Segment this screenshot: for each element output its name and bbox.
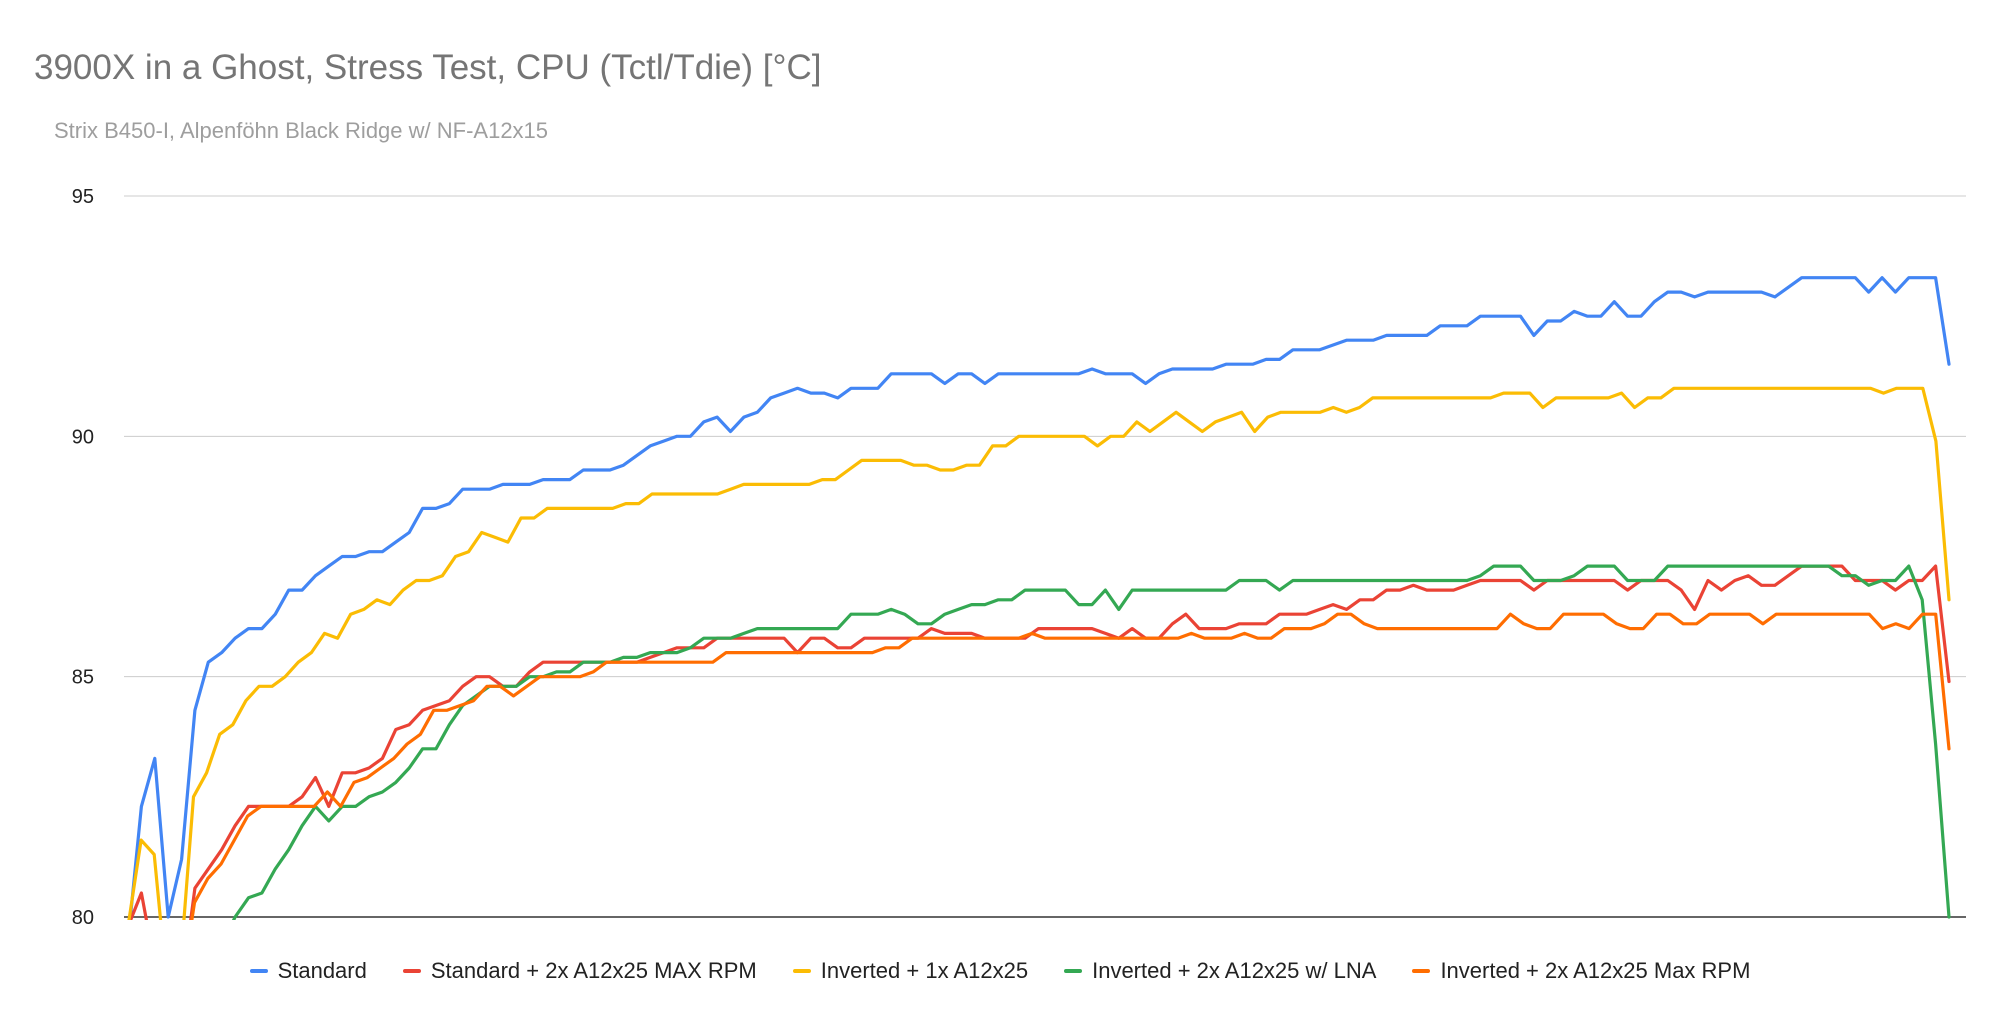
y-axis-ticks: 80 85 90 95: [72, 186, 94, 929]
y-tick-label: 90: [72, 426, 94, 448]
y-tick-label: 95: [72, 186, 94, 208]
series-line-1: [128, 564, 1951, 920]
chart-title: 3900X in a Ghost, Stress Test, CPU (Tctl…: [34, 48, 822, 87]
legend-swatch: [1412, 969, 1431, 973]
legend-item-3: Inverted + 2x A12x25 w/ LNA: [1064, 958, 1376, 984]
y-tick-label: 80: [72, 907, 94, 929]
legend-item-4: Inverted + 2x A12x25 Max RPM: [1412, 958, 1750, 984]
series-line-2: [127, 386, 1951, 920]
y-tick-label: 85: [72, 667, 94, 689]
series-line-3: [231, 564, 1951, 920]
series-line-4: [190, 612, 1951, 920]
legend-swatch: [1064, 969, 1083, 973]
series-lines: [127, 276, 1951, 920]
legend-label: Standard: [277, 958, 367, 983]
legend-label: Standard + 2x A12x25 MAX RPM: [430, 958, 757, 983]
legend-swatch: [792, 969, 811, 973]
legend-label: Inverted + 1x A12x25: [820, 958, 1029, 983]
legend: Standard Standard + 2x A12x25 MAX RPM Inve…: [0, 958, 2000, 984]
chart-subtitle: Strix B450-I, Alpenföhn Black Ridge w/ N…: [54, 118, 549, 143]
legend-item-0: Standard: [249, 958, 367, 984]
legend-swatch: [249, 969, 268, 973]
legend-swatch: [402, 969, 421, 973]
line-chart: 80 85 90 95: [72, 186, 1966, 929]
legend-label: Inverted + 2x A12x25 w/ LNA: [1092, 958, 1377, 983]
series-line-0: [128, 276, 1951, 920]
legend-item-1: Standard + 2x A12x25 MAX RPM: [402, 958, 757, 984]
gridlines: [124, 195, 1966, 918]
legend-item-2: Inverted + 1x A12x25: [792, 958, 1029, 984]
legend-label: Inverted + 2x A12x25 Max RPM: [1440, 958, 1751, 983]
